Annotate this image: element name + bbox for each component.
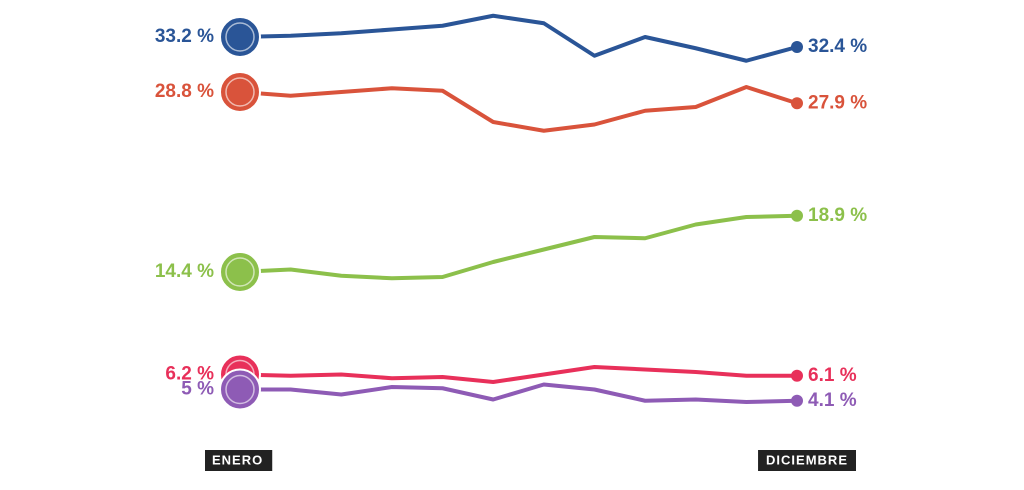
x-label-group: DICIEMBRE <box>758 450 856 471</box>
series-line <box>239 85 798 133</box>
value-label: 28.8 % <box>155 81 214 102</box>
value-label: 14.4 % <box>155 261 214 282</box>
value-label: 33.2 % <box>155 26 214 47</box>
end-dot <box>791 209 803 222</box>
party-logo-ring <box>225 22 255 52</box>
series-line <box>239 365 797 384</box>
series-line <box>239 13 798 63</box>
value-label: 6.1 % <box>808 365 857 386</box>
x-tick-label: DICIEMBRE <box>766 452 848 467</box>
end-dot <box>791 394 803 407</box>
series-line <box>239 213 798 281</box>
party-logo-ring <box>225 77 255 107</box>
value-label: 5 % <box>181 379 214 400</box>
end-dot <box>791 41 803 53</box>
end-dot <box>791 97 803 110</box>
value-label: 32.4 % <box>808 36 867 57</box>
party-logo-ring <box>225 257 255 287</box>
series-line <box>240 382 798 404</box>
x-tick-label: ENERO <box>212 452 263 467</box>
value-label: 27.9 % <box>808 92 867 113</box>
value-label: 4.1 % <box>808 390 857 411</box>
end-dot <box>791 369 803 382</box>
value-label: 18.9 % <box>808 205 867 226</box>
party-logo-ring <box>225 374 255 405</box>
x-label-group: ENERO <box>205 450 273 471</box>
x-label-box <box>758 450 856 471</box>
value-label: 6.2 % <box>165 364 214 385</box>
x-label-box <box>205 450 273 471</box>
